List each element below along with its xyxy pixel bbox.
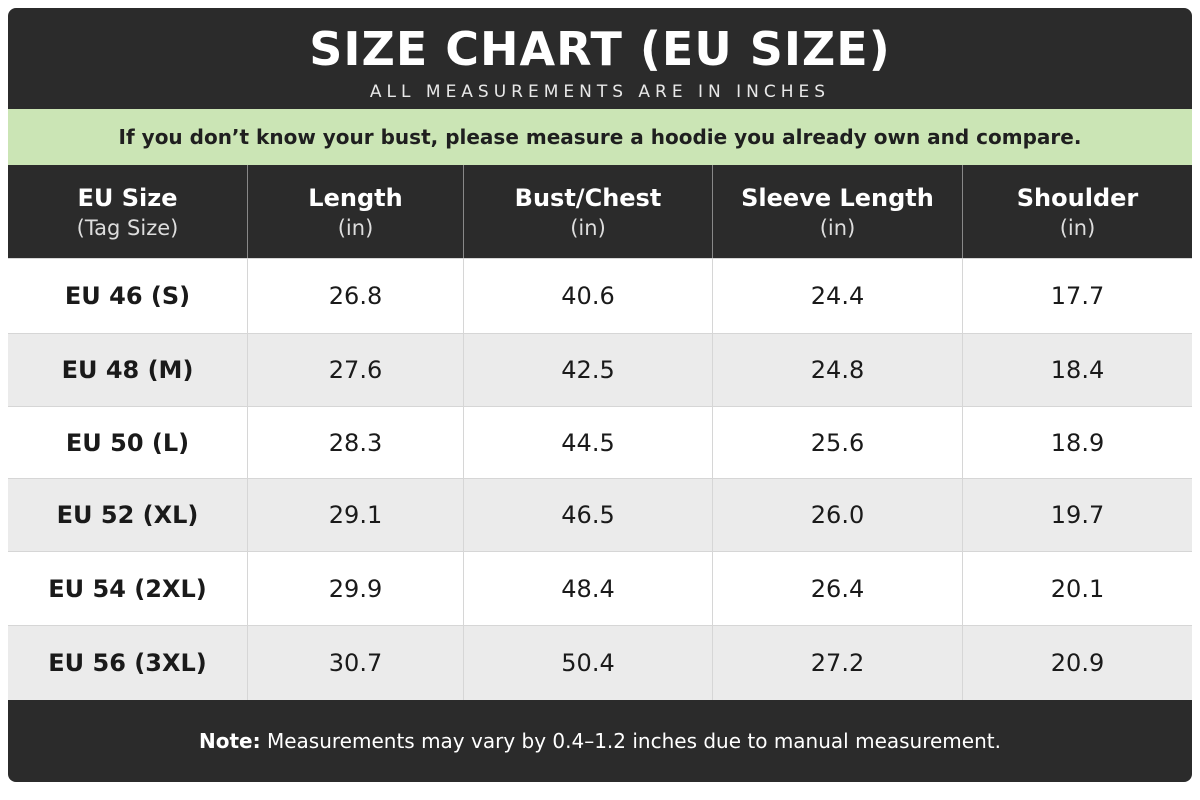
value-cell: 26.0 — [712, 478, 962, 551]
title: SIZE CHART (EU SIZE) — [309, 22, 891, 76]
column-name: Length — [308, 183, 403, 212]
header-cell: Shoulder (in) — [962, 165, 1192, 258]
header-cell: Bust/Chest (in) — [463, 165, 712, 258]
value-cell: 26.8 — [247, 258, 463, 333]
size-label: EU 54 (2XL) — [8, 551, 247, 625]
column-name: Sleeve Length — [741, 183, 934, 212]
value-cell: 50.4 — [463, 625, 712, 700]
header-cell: EU Size (Tag Size) — [8, 165, 247, 258]
value-cell: 44.5 — [463, 406, 712, 478]
size-label: EU 46 (S) — [8, 258, 247, 333]
value-cell: 19.7 — [962, 478, 1192, 551]
size-label: EU 52 (XL) — [8, 478, 247, 551]
value-cell: 30.7 — [247, 625, 463, 700]
value-cell: 40.6 — [463, 258, 712, 333]
value-cell: 24.8 — [712, 333, 962, 406]
value-cell: 25.6 — [712, 406, 962, 478]
value-cell: 46.5 — [463, 478, 712, 551]
value-cell: 27.2 — [712, 625, 962, 700]
value-cell: 20.1 — [962, 551, 1192, 625]
value-cell: 18.4 — [962, 333, 1192, 406]
column-unit: (in) — [819, 215, 856, 240]
column-unit: (in) — [1059, 215, 1096, 240]
size-label: EU 48 (M) — [8, 333, 247, 406]
column-name: Bust/Chest — [514, 183, 662, 212]
subtitle: ALL MEASUREMENTS ARE IN INCHES — [369, 82, 831, 102]
value-cell: 29.1 — [247, 478, 463, 551]
value-cell: 17.7 — [962, 258, 1192, 333]
header-cell: Length (in) — [247, 165, 463, 258]
size-label: EU 50 (L) — [8, 406, 247, 478]
notice: If you don’t know your bust, please meas… — [8, 109, 1192, 165]
value-cell: 18.9 — [962, 406, 1192, 478]
value-cell: 27.6 — [247, 333, 463, 406]
value-cell: 20.9 — [962, 625, 1192, 700]
value-cell: 48.4 — [463, 551, 712, 625]
column-name: EU Size — [77, 183, 178, 212]
note-text: Measurements may vary by 0.4–1.2 inches … — [266, 729, 1001, 753]
value-cell: 42.5 — [463, 333, 712, 406]
note-label: Note: — [199, 729, 261, 753]
column-unit: (in) — [570, 215, 606, 240]
footer: Note: Measurements may vary by 0.4–1.2 i… — [8, 700, 1192, 782]
value-cell: 26.4 — [712, 551, 962, 625]
column-unit: (Tag Size) — [76, 215, 179, 240]
value-cell: 29.9 — [247, 551, 463, 625]
value-cell: 28.3 — [247, 406, 463, 478]
size-label: EU 56 (3XL) — [8, 625, 247, 700]
column-unit: (in) — [337, 215, 374, 240]
size-chart: SIZE CHART (EU SIZE) ALL MEASUREMENTS AR… — [8, 8, 1192, 782]
column-name: Shoulder — [1016, 183, 1139, 212]
value-cell: 24.4 — [712, 258, 962, 333]
header-cell: Sleeve Length (in) — [712, 165, 962, 258]
